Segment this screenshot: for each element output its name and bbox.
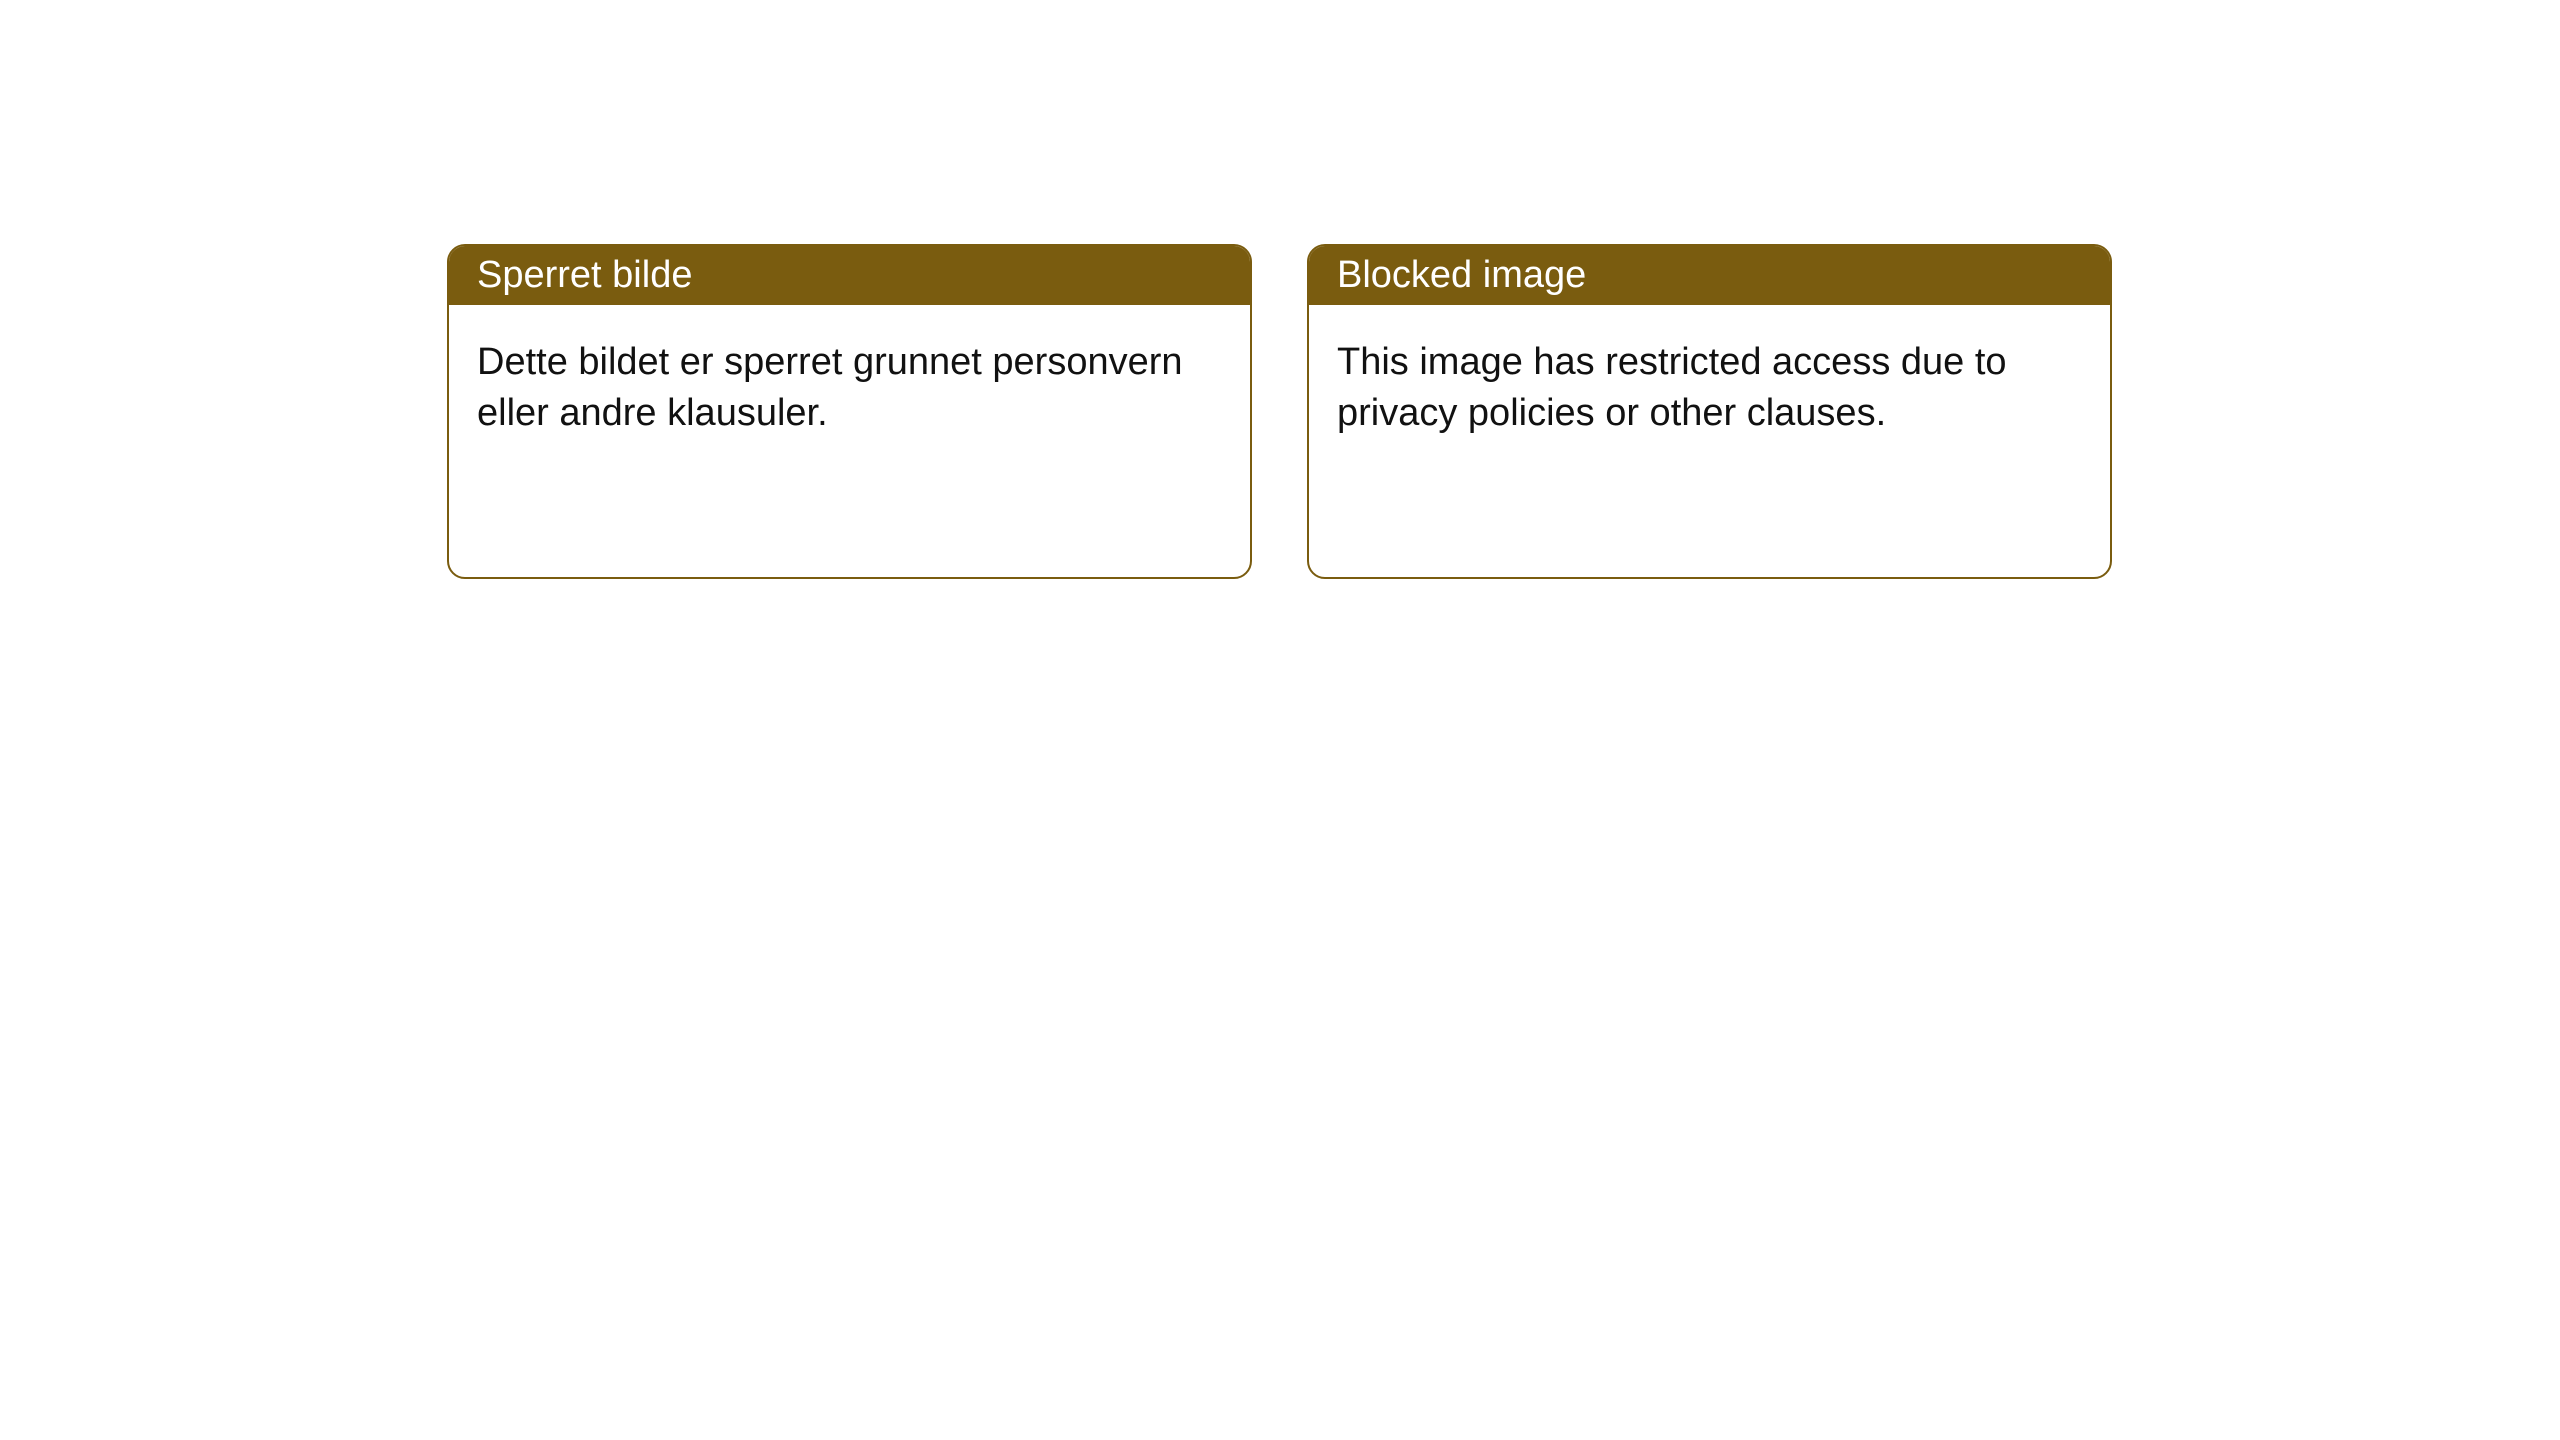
notice-text: Dette bildet er sperret grunnet personve… xyxy=(477,341,1183,434)
notice-card-norwegian: Sperret bilde Dette bildet er sperret gr… xyxy=(447,244,1252,579)
notice-container: Sperret bilde Dette bildet er sperret gr… xyxy=(0,0,2560,579)
notice-card-english: Blocked image This image has restricted … xyxy=(1307,244,2112,579)
notice-header: Blocked image xyxy=(1309,246,2110,305)
notice-header: Sperret bilde xyxy=(449,246,1250,305)
notice-title: Blocked image xyxy=(1337,254,1586,296)
notice-text: This image has restricted access due to … xyxy=(1337,341,2007,434)
notice-title: Sperret bilde xyxy=(477,254,692,296)
notice-body: This image has restricted access due to … xyxy=(1309,305,2110,472)
notice-body: Dette bildet er sperret grunnet personve… xyxy=(449,305,1250,472)
